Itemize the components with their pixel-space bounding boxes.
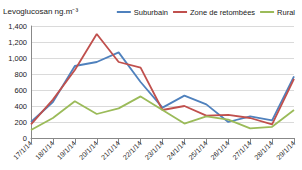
svg-text:27/1/14: 27/1/14 xyxy=(231,139,253,161)
svg-text:20/1/14: 20/1/14 xyxy=(78,139,100,161)
svg-text:1,400: 1,400 xyxy=(8,22,27,31)
svg-text:1,000: 1,000 xyxy=(8,54,27,63)
svg-text:Levoglucosan ng.m⁻³: Levoglucosan ng.m⁻³ xyxy=(3,7,78,16)
svg-text:19/1/14: 19/1/14 xyxy=(56,139,78,161)
svg-text:21/1/14: 21/1/14 xyxy=(100,139,122,161)
svg-text:26/1/14: 26/1/14 xyxy=(209,139,231,161)
svg-text:400: 400 xyxy=(14,102,27,111)
svg-text:18/1/14: 18/1/14 xyxy=(34,139,56,161)
svg-text:25/1/14: 25/1/14 xyxy=(187,139,209,161)
svg-text:Suburbain: Suburbain xyxy=(134,8,168,17)
svg-text:200: 200 xyxy=(14,118,27,127)
svg-text:24/1/14: 24/1/14 xyxy=(165,139,187,161)
svg-text:28/1/14: 28/1/14 xyxy=(253,139,275,161)
svg-text:23/1/14: 23/1/14 xyxy=(144,139,166,161)
svg-text:1,200: 1,200 xyxy=(8,38,27,47)
svg-text:0: 0 xyxy=(22,133,27,143)
svg-text:29/1/14: 29/1/14 xyxy=(275,139,297,161)
svg-text:600: 600 xyxy=(14,86,27,95)
svg-text:Zone de retombées: Zone de retombées xyxy=(190,8,255,17)
svg-text:22/1/14: 22/1/14 xyxy=(122,139,144,161)
svg-text:17/1/14: 17/1/14 xyxy=(12,139,34,161)
svg-text:Rural: Rural xyxy=(277,8,295,17)
svg-text:800: 800 xyxy=(14,70,27,79)
